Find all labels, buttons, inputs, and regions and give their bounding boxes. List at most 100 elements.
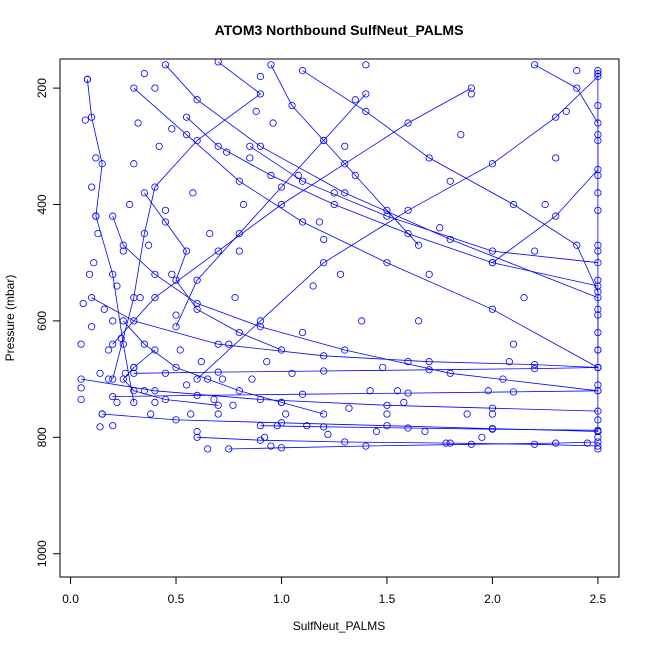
data-point: [594, 438, 602, 446]
data-point: [320, 259, 328, 267]
data-point: [573, 67, 581, 75]
data-point: [235, 247, 243, 255]
data-point: [488, 247, 497, 255]
data-point: [404, 358, 412, 366]
data-point: [583, 439, 591, 447]
data-point: [341, 189, 349, 197]
data-point: [594, 69, 602, 78]
data-point: [193, 305, 201, 313]
data-point: [594, 445, 602, 453]
data-point: [140, 189, 148, 197]
data-point: [172, 363, 180, 372]
data-point: [484, 387, 492, 395]
data-point: [594, 426, 602, 434]
data-point: [119, 241, 127, 249]
data-point: [594, 101, 602, 110]
data-point: [273, 422, 281, 430]
data-point: [130, 160, 138, 168]
data-point: [488, 425, 497, 433]
data-point: [214, 247, 222, 255]
data-point: [594, 136, 602, 145]
data-point: [594, 165, 602, 174]
profile-lines: [77, 59, 602, 453]
profile-line: [87, 79, 135, 403]
data-point: [520, 294, 528, 302]
data-point: [320, 352, 328, 360]
data-point: [320, 410, 328, 418]
data-point: [463, 410, 471, 418]
data-point: [172, 416, 180, 424]
data-point: [488, 404, 497, 412]
data-point: [182, 247, 191, 255]
data-point: [109, 212, 117, 220]
profile-line: [123, 320, 324, 415]
data-point: [315, 218, 324, 226]
data-point: [187, 410, 195, 418]
data-point: [109, 392, 117, 401]
profile-line: [196, 76, 599, 380]
data-point: [256, 90, 264, 98]
data-point: [457, 131, 465, 139]
data-point: [151, 270, 159, 278]
data-point: [488, 160, 497, 168]
data-point: [362, 61, 370, 69]
data-point: [218, 375, 227, 383]
data-point: [404, 119, 412, 127]
data-point: [298, 67, 307, 75]
data-point: [77, 395, 85, 404]
data-point: [277, 444, 286, 452]
x-tick-label: 2.5: [590, 592, 607, 606]
data-point: [446, 177, 454, 185]
data-point: [288, 369, 296, 377]
data-point: [324, 430, 332, 439]
data-point: [98, 410, 106, 418]
data-point: [94, 230, 102, 238]
data-point: [214, 142, 222, 150]
data-point: [298, 218, 307, 226]
data-point: [155, 142, 163, 150]
data-point: [130, 317, 138, 325]
data-point: [231, 294, 239, 302]
data-point: [594, 416, 602, 424]
data-point: [488, 410, 497, 418]
data-point: [151, 294, 159, 302]
data-point: [594, 311, 602, 319]
data-point: [594, 171, 602, 180]
data-point: [90, 259, 98, 267]
data-point: [362, 107, 370, 115]
data-point: [225, 445, 233, 453]
data-point: [298, 328, 307, 337]
data-point: [161, 395, 170, 404]
data-point: [161, 61, 170, 69]
x-tick-label: 1.0: [273, 592, 290, 606]
data-point: [235, 328, 243, 337]
data-point: [88, 113, 96, 121]
data-point: [594, 305, 602, 313]
data-point: [594, 346, 602, 354]
data-point: [358, 317, 366, 325]
data-point: [446, 235, 454, 244]
data-point: [425, 358, 433, 366]
profile-line: [133, 367, 598, 374]
data-point: [505, 358, 513, 366]
data-point: [214, 340, 222, 348]
data-point: [277, 398, 286, 406]
data-point: [531, 440, 539, 448]
x-tick-label: 2.0: [484, 592, 501, 606]
data-point: [330, 189, 338, 197]
x-tick-label: 0.0: [62, 592, 79, 606]
data-point: [140, 387, 148, 395]
data-point: [182, 381, 191, 389]
data-point: [104, 346, 113, 354]
data-point: [134, 119, 142, 127]
data-point: [446, 369, 454, 377]
data-point: [151, 183, 159, 191]
data-point: [320, 423, 328, 431]
data-point: [225, 340, 233, 348]
data-point: [509, 388, 518, 396]
data-point: [140, 69, 148, 78]
data-point: [223, 148, 231, 156]
data-point: [109, 270, 117, 278]
data-point: [96, 423, 104, 431]
data-point: [182, 113, 191, 121]
